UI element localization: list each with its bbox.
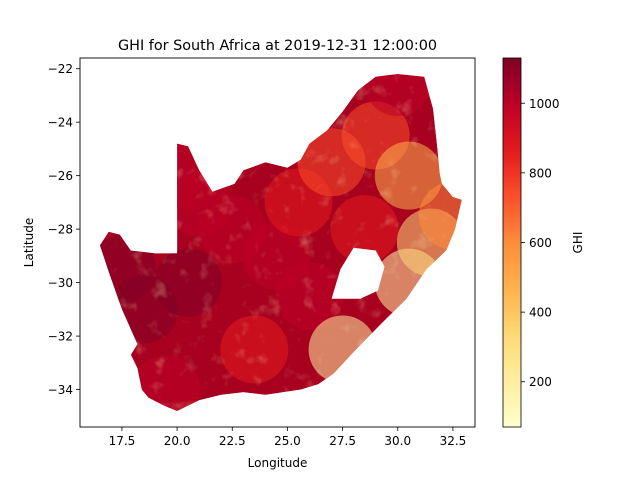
x-tick-label: 22.5 xyxy=(219,434,246,448)
ghi-texture xyxy=(99,74,462,411)
colorbar-tick-label: 1000 xyxy=(529,97,560,111)
y-tick-label: −24 xyxy=(48,116,73,130)
colorbar-gradient xyxy=(502,57,522,428)
colorbar: 200 400 600 800 1000 GHI xyxy=(502,57,585,428)
y-tick-label: −32 xyxy=(48,330,73,344)
y-axis: −22 −24 −26 −28 −30 −32 −34 xyxy=(48,62,80,397)
x-tick-label: 32.5 xyxy=(440,434,467,448)
axes-frame xyxy=(79,57,476,428)
colorbar-tick-label: 200 xyxy=(529,375,552,389)
y-tick-label: −34 xyxy=(48,383,73,397)
x-tick-label: 27.5 xyxy=(329,434,356,448)
plot-area xyxy=(79,57,476,428)
y-tick-label: −22 xyxy=(48,62,73,76)
lesotho-gap xyxy=(331,247,385,299)
y-tick-label: −28 xyxy=(48,223,73,237)
colorbar-label: GHI xyxy=(571,232,585,254)
x-tick-label: 20.0 xyxy=(164,434,191,448)
colorbar-tick-label: 600 xyxy=(529,236,552,250)
x-axis: 17.5 20.0 22.5 25.0 27.5 30.0 32.5 xyxy=(109,427,467,448)
x-tick-label: 25.0 xyxy=(274,434,301,448)
x-axis-label: Longitude xyxy=(248,456,308,470)
chart-title: GHI for South Africa at 2019-12-31 12:00… xyxy=(118,38,437,54)
colorbar-tick-label: 400 xyxy=(529,306,552,320)
y-tick-label: −26 xyxy=(48,169,73,183)
x-tick-label: 17.5 xyxy=(109,434,136,448)
x-tick-label: 30.0 xyxy=(384,434,411,448)
y-tick-label: −30 xyxy=(48,276,73,290)
colorbar-tick-label: 800 xyxy=(529,166,552,180)
y-axis-label: Latitude xyxy=(22,218,36,267)
